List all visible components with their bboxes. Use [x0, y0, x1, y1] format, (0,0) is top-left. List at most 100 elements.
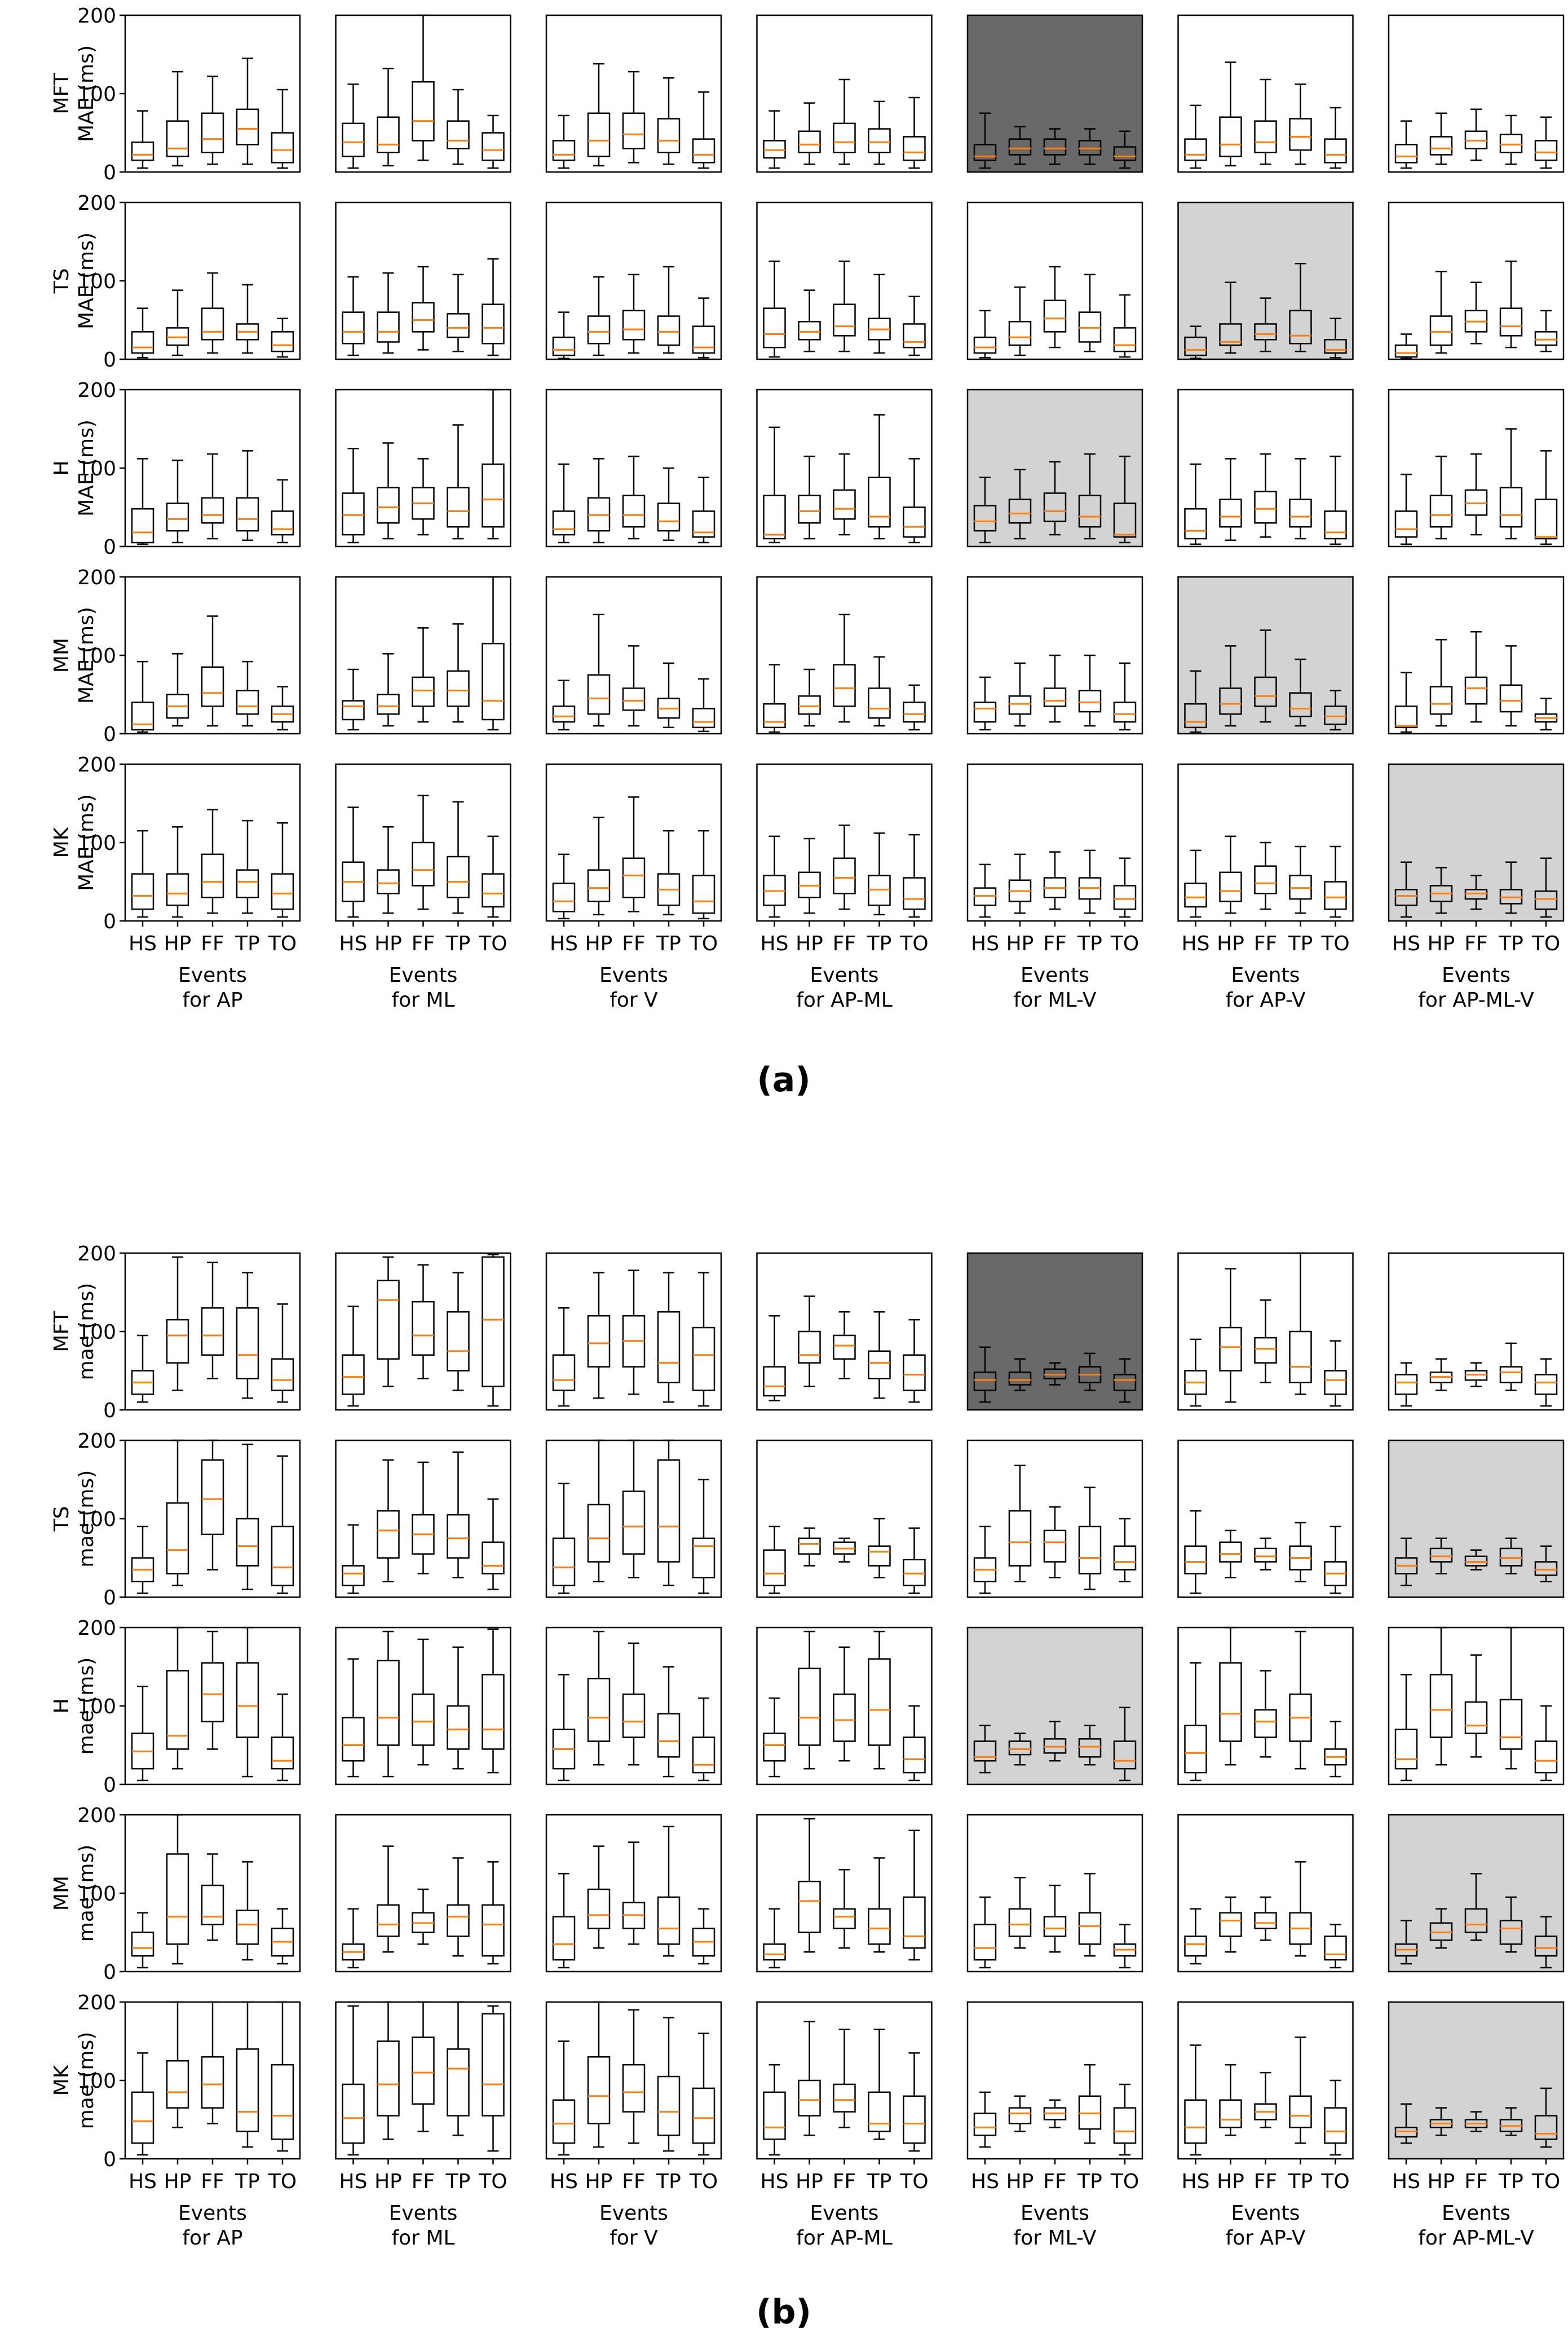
box-iqr [763, 1943, 786, 1961]
row-ylabel-mft: MFTMAE (ms) [50, 45, 98, 142]
box-ff [622, 455, 646, 540]
column-xlabel-line: for V [609, 989, 658, 1012]
box-iqr [412, 841, 435, 887]
box-tp [1078, 1725, 1102, 1766]
subplot-h-ap-v [1177, 1626, 1354, 1785]
box-hp [587, 817, 611, 916]
box-iqr [1008, 695, 1032, 715]
box-iqr [1429, 315, 1453, 346]
box-to [482, 2005, 505, 2152]
subplot-mft-ap-ml [756, 1252, 933, 1411]
box-iqr [1043, 492, 1067, 522]
box-to [692, 91, 715, 169]
box-iqr [692, 1537, 715, 1579]
box-iqr [412, 81, 435, 142]
box-iqr [377, 869, 400, 894]
box-tp [1499, 861, 1523, 914]
box-hp [587, 276, 611, 356]
box-iqr [868, 1545, 891, 1567]
box-iqr [166, 2060, 189, 2109]
box-iqr [1394, 1729, 1418, 1770]
box-iqr [201, 497, 224, 524]
box-iqr [798, 130, 821, 153]
box-hs [973, 477, 997, 544]
box-iqr [903, 1736, 926, 1774]
box-ff [201, 1262, 224, 1379]
box-iqr [1078, 495, 1102, 528]
box-hp [798, 1818, 821, 1953]
row-ylabel-mm: MMmae (ms) [50, 1845, 98, 1942]
x-tick-label: HP [164, 932, 192, 955]
y-tick-label: 0 [103, 1961, 116, 1984]
box-tp [1289, 658, 1312, 727]
box-iqr [1499, 1366, 1523, 1383]
box-hs [552, 1483, 576, 1594]
box-tp [1289, 1630, 1312, 1770]
box-iqr [1113, 2107, 1137, 2144]
plot-frame [1177, 1252, 1354, 1411]
plot-frame [124, 14, 301, 173]
box-hs [763, 664, 786, 733]
box-iqr [166, 1670, 189, 1750]
column-xlabel-line: for ML [391, 2226, 454, 2250]
subplot-mk-ap-v: HS HP FF TP TO Events for AP-V [1177, 2001, 1354, 2250]
column-xlabel-line: Events [1231, 2202, 1300, 2225]
plot-frame [335, 1626, 511, 1785]
box-iqr [973, 1372, 997, 1391]
box-ff [1464, 1362, 1488, 1387]
box-iqr [271, 331, 294, 352]
plot-frame [966, 1814, 1143, 1973]
box-iqr [342, 492, 365, 536]
box-to [692, 477, 715, 544]
box-hs [973, 1525, 997, 1594]
box-iqr [377, 2040, 400, 2117]
box-tp [1289, 263, 1312, 352]
box-hp [1429, 867, 1453, 914]
box-iqr [131, 702, 154, 731]
box-iqr [763, 2091, 786, 2140]
plot-frame [756, 1252, 933, 1411]
column-xlabel-line: Events [1021, 964, 1089, 987]
box-iqr [236, 1307, 259, 1379]
box-hp [1429, 638, 1453, 727]
box-to [271, 2001, 294, 2152]
box-ff [412, 1638, 435, 1766]
box-hp [377, 272, 400, 354]
x-tick-label: TO [899, 932, 928, 955]
box-iqr [1184, 1545, 1207, 1575]
box-tp [1078, 2064, 1102, 2144]
box-tp [1078, 849, 1102, 914]
box-iqr [552, 1354, 576, 1391]
box-iqr [201, 1662, 224, 1723]
plot-background [1178, 202, 1353, 359]
box-iqr [1394, 144, 1418, 164]
box-hp [798, 1630, 821, 1770]
box-to [1113, 455, 1137, 544]
box-iqr [342, 1565, 365, 1586]
y-tick-label: 100 [77, 270, 116, 293]
box-tp [868, 656, 891, 727]
subplot-mft-ap-v [1177, 1252, 1354, 1411]
column-xlabel-line: Events [599, 964, 668, 987]
box-ff [1043, 461, 1067, 536]
row-ylabel-ts: TSmae (ms) [50, 1470, 98, 1568]
x-tick-label: TO [1531, 932, 1560, 955]
box-hp [1429, 1626, 1453, 1766]
box-to [692, 1272, 715, 1407]
box-to [692, 2032, 715, 2156]
x-tick-label: TO [689, 2170, 718, 2193]
column-xlabel-line: Events [389, 2202, 458, 2225]
box-iqr [1429, 136, 1453, 156]
x-tick-label: TO [1320, 2170, 1349, 2193]
box-hs [342, 1908, 365, 1969]
column-xlabel-line: for ML-V [1014, 2226, 1097, 2250]
box-hp [377, 68, 400, 167]
box-hs [763, 1697, 786, 1778]
box-iqr [271, 132, 294, 164]
column-xlabel-ml: Events for ML [389, 2202, 458, 2250]
box-iqr [1184, 883, 1207, 908]
row-ylabel-line: MM [50, 1876, 73, 1911]
box-hs [973, 112, 997, 169]
row-ylabel-ts: TSMAE (ms) [50, 232, 98, 329]
box-iqr [833, 1693, 856, 1742]
